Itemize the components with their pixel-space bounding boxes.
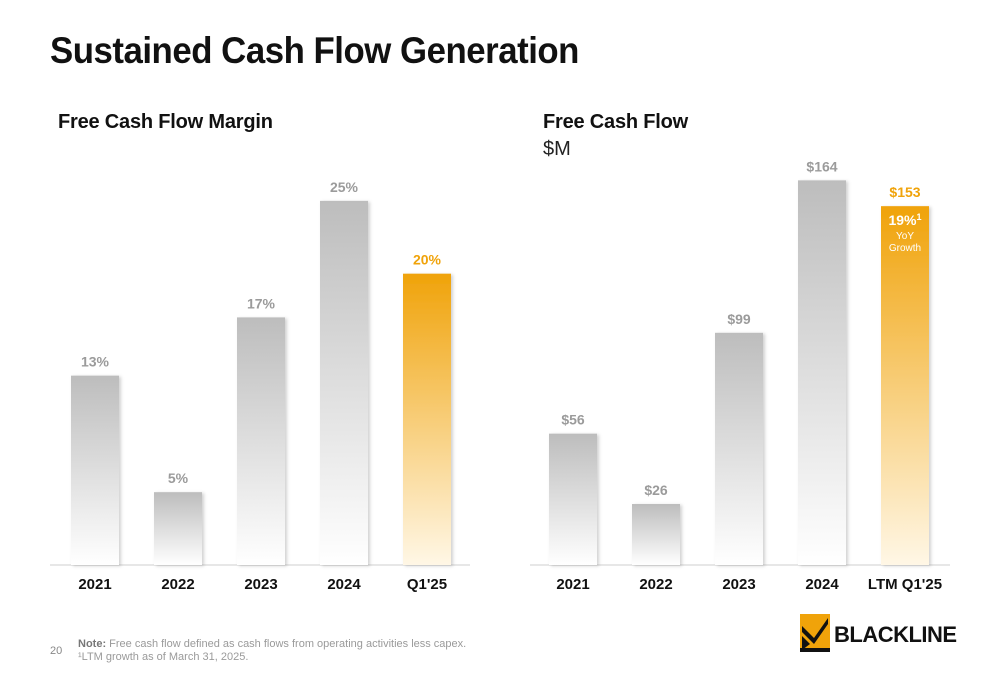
bar-2021 <box>71 375 119 565</box>
x-tick-label: 2022 <box>161 576 194 593</box>
footnote-ltm: ¹LTM growth as of March 31, 2025. <box>78 651 249 663</box>
x-tick-label: 2023 <box>722 576 755 593</box>
bar-2022 <box>632 504 680 565</box>
x-tick-label: 2024 <box>327 576 361 593</box>
value-label: $99 <box>727 311 751 327</box>
bar-2023 <box>237 317 285 565</box>
x-tick-label: Q1'25 <box>407 576 447 593</box>
x-tick-label: 2022 <box>639 576 672 593</box>
note-label: Note: <box>78 638 107 650</box>
fcf-chart: $56 2021 $26 2022 $99 2023 $164 2024 $153 LTM Q1'… <box>530 158 950 593</box>
x-tick-label: 2021 <box>78 576 111 593</box>
page-number: 20 <box>50 645 63 657</box>
value-label: 25% <box>330 179 359 195</box>
growth-value: 19% <box>888 212 917 228</box>
x-tick-label: 2024 <box>805 576 839 593</box>
note-text: Free cash flow defined as cash flows fro… <box>106 638 467 650</box>
footnote: Note: Free cash flow defined as cash flo… <box>78 638 466 664</box>
value-label: 20% <box>413 252 442 268</box>
bar-2021 <box>549 433 597 565</box>
page-title: Sustained Cash Flow Generation <box>50 30 579 71</box>
blackline-logo: BLACKLINE <box>800 612 957 652</box>
growth-annotation: 19%1 <box>888 212 921 228</box>
margin-chart: 13% 2021 5% 2022 17% 2023 25% 2024 20% Q1'25 <box>50 179 470 593</box>
bar-q1-25 <box>403 273 451 565</box>
value-label: $56 <box>561 412 585 428</box>
growth-label-line1: YoY <box>896 231 914 242</box>
x-tick-label: LTM Q1'25 <box>868 576 942 593</box>
x-tick-label: 2023 <box>244 576 277 593</box>
value-label: $153 <box>889 184 920 200</box>
value-label: 17% <box>247 295 276 311</box>
growth-label-line2: Growth <box>889 243 921 254</box>
bar-2024 <box>798 180 846 565</box>
growth-superscript: 1 <box>917 212 922 222</box>
blackline-logo-mark <box>800 614 830 652</box>
margin-chart-title: Free Cash Flow Margin <box>58 111 273 133</box>
fcf-chart-title: Free Cash Flow <box>543 111 689 133</box>
value-label: $26 <box>644 482 668 498</box>
fcf-chart-subtitle: $M <box>543 138 571 160</box>
blackline-logo-text: BLACKLINE <box>834 622 957 647</box>
bar-2023 <box>715 332 763 565</box>
x-tick-label: 2021 <box>556 576 589 593</box>
bar-2024 <box>320 200 368 565</box>
bar-ltm-q1-25 <box>881 206 929 565</box>
value-label: $164 <box>806 158 837 174</box>
value-label: 5% <box>168 470 189 486</box>
value-label: 13% <box>81 354 110 370</box>
bar-2022 <box>154 492 202 565</box>
